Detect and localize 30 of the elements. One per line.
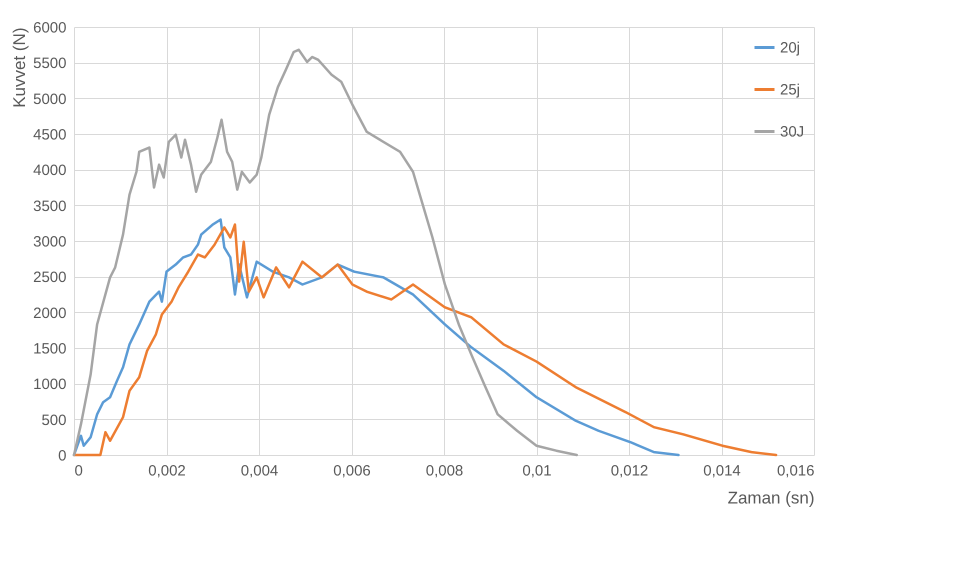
y-tick-label: 0: [58, 448, 66, 464]
y-tick-label: 500: [41, 412, 66, 429]
line-series: [72, 223, 778, 456]
x-tick-label: 0,002: [148, 462, 186, 480]
y-tick-label: 3000: [33, 234, 66, 250]
y-tick-label: 1000: [33, 376, 66, 394]
y-axis-title: Kuvvet (N): [10, 28, 30, 108]
y-tick-label: 1500: [33, 340, 66, 358]
y-tick-label: 6000: [33, 20, 66, 36]
x-tick-label: 0,01: [522, 462, 552, 480]
x-tick-label: 0,006: [333, 462, 371, 480]
x-tick-label: 0,004: [240, 462, 278, 480]
y-tick-label: 4000: [33, 162, 66, 180]
y-tick-label: 5000: [33, 90, 66, 108]
line-series: [72, 48, 578, 456]
legend-label: 20j: [780, 40, 800, 56]
legend-label: 25j: [780, 82, 800, 98]
y-tick-label: 4500: [33, 126, 66, 144]
x-tick-label: 0,016: [776, 462, 814, 480]
y-tick-label: 5500: [33, 55, 66, 72]
y-tick-label: 2500: [33, 269, 66, 286]
y-tick-label: 2000: [33, 304, 66, 322]
legend-label: 30J: [780, 124, 804, 140]
line-series: [72, 218, 680, 456]
x-tick-label: 0,012: [610, 462, 648, 480]
x-tick-label: 0,008: [426, 462, 464, 480]
y-tick-label: 3500: [33, 198, 66, 215]
x-tick-label: 0,014: [703, 462, 741, 480]
x-axis-title: Zaman (sn): [728, 488, 814, 508]
x-tick-label: 0: [74, 462, 83, 480]
